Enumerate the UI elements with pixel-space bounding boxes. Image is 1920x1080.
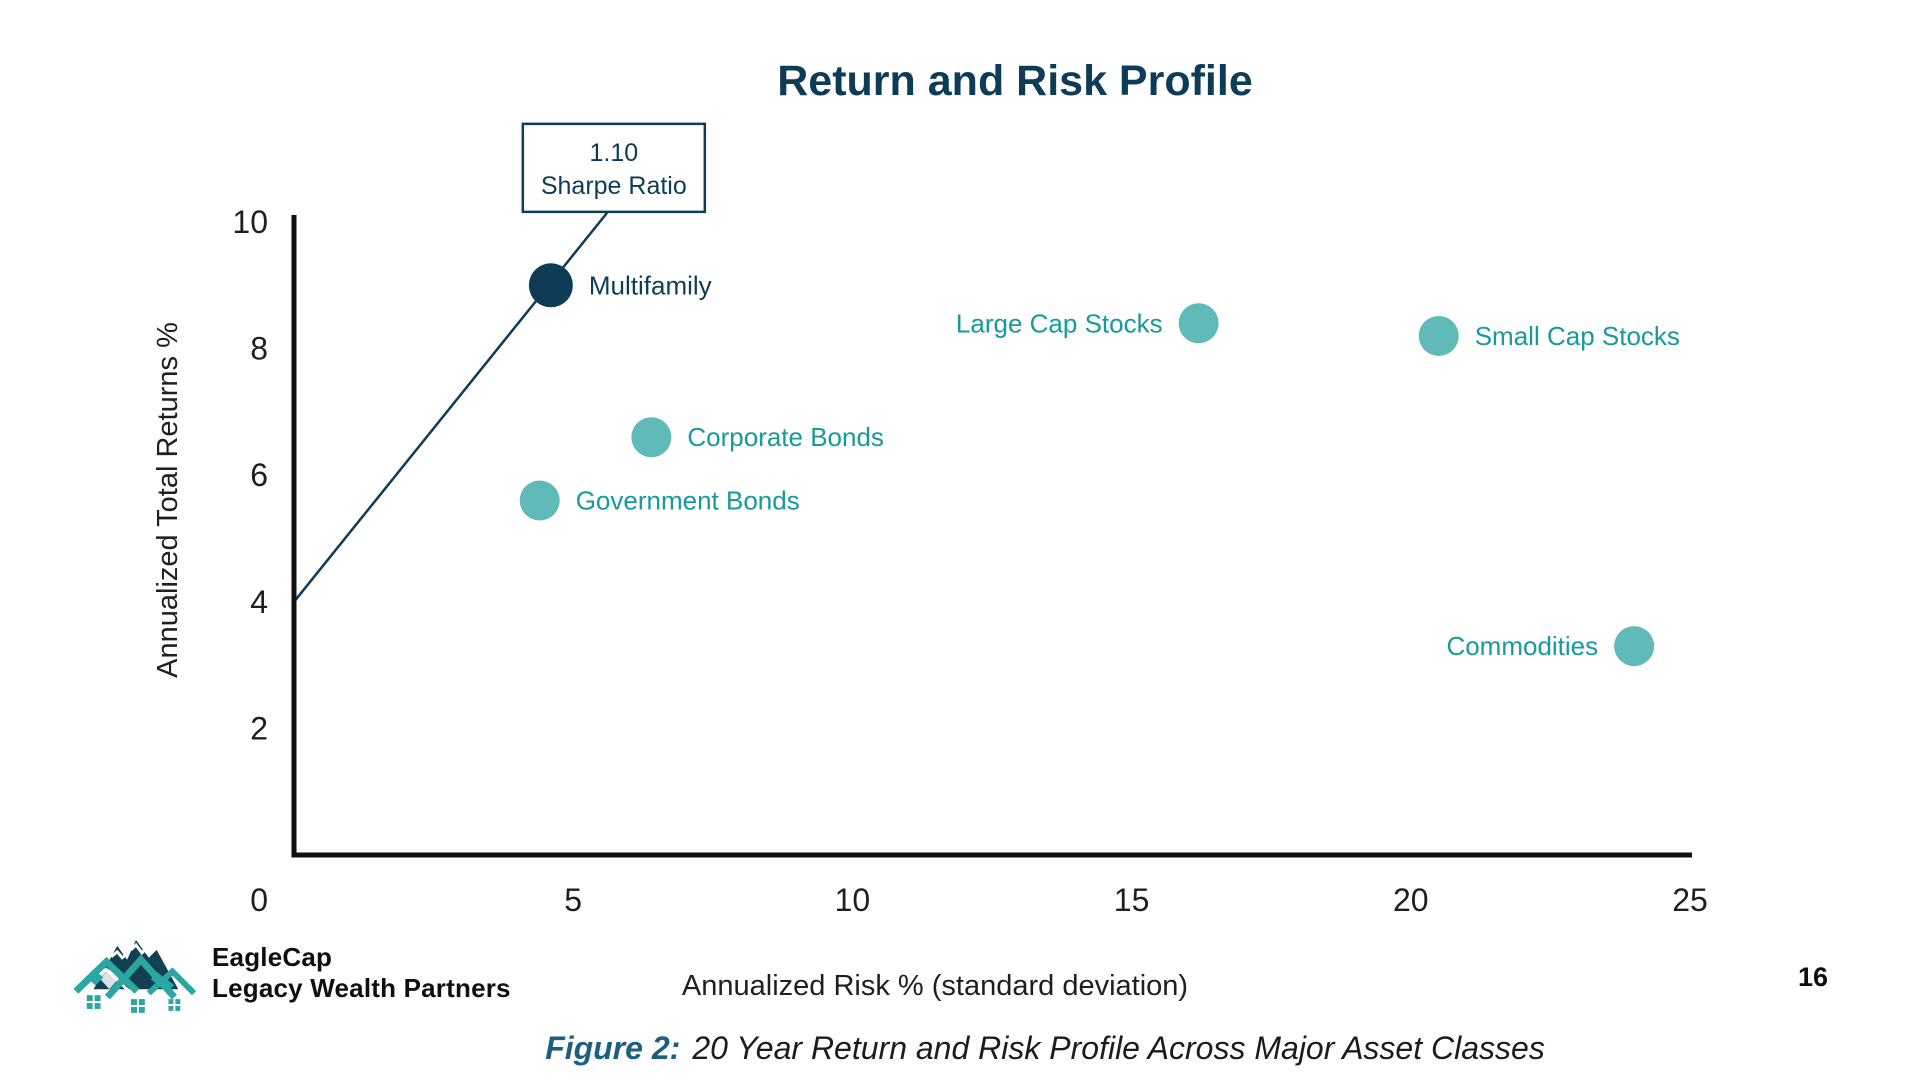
data-point-label-commodities: Commodities [1446,631,1598,661]
page-title: Return and Risk Profile [777,56,1253,105]
figure-caption: Figure 2: 20 Year Return and Risk Profile… [420,1030,1670,1067]
eaglecap-logo [73,940,197,1013]
x-axis-title: Annualized Risk % (standard deviation) [682,970,1188,1002]
data-point-multifamily [528,263,573,308]
data-point-commodities [1614,626,1655,667]
figure-caption-label: Figure 2: [545,1030,681,1066]
x-tick-label-20: 20 [1393,882,1429,918]
brand-line-2: Legacy Wealth Partners [212,973,511,1003]
x-tick-label-5: 5 [564,882,582,918]
x-tick-label-10: 10 [835,882,871,918]
y-axis-title: Annualized Total Returns % [152,322,184,678]
sharpe-ratio-box [521,122,707,214]
y-tick-label-4: 4 [250,584,268,620]
data-point-government-bonds [519,480,560,521]
houses-icon [73,954,197,1013]
y-tick-label-0: 0 [250,882,268,918]
x-tick-label-25: 25 [1672,882,1708,918]
figure-caption-text: 20 Year Return and Risk Profile Across M… [692,1030,1545,1066]
footer-brand: EagleCap Legacy Wealth Partners [70,930,511,1016]
data-point-label-large-cap-stocks: Large Cap Stocks [956,308,1163,338]
y-tick-label-6: 6 [250,457,268,493]
data-point-large-cap-stocks [1178,303,1219,344]
brand-name: EagleCap Legacy Wealth Partners [212,942,511,1003]
page-number: 16 [1797,962,1828,992]
data-point-label-government-bonds: Government Bonds [576,486,800,516]
data-point-label-small-cap-stocks: Small Cap Stocks [1475,321,1680,351]
x-tick-label-15: 15 [1114,882,1150,918]
data-point-small-cap-stocks [1418,315,1459,356]
y-tick-label-8: 8 [250,331,268,367]
data-point-corporate-bonds [631,417,672,458]
y-tick-label-2: 2 [250,710,268,746]
y-tick-label-10: 10 [232,204,268,240]
sharpe-ratio-label: Sharpe Ratio [541,172,687,200]
brand-line-1: EagleCap [212,942,333,973]
data-point-label-corporate-bonds: Corporate Bonds [687,422,884,452]
sharpe-ratio-value: 1.10 [589,139,638,167]
data-point-label-multifamily: Multifamily [589,270,712,300]
